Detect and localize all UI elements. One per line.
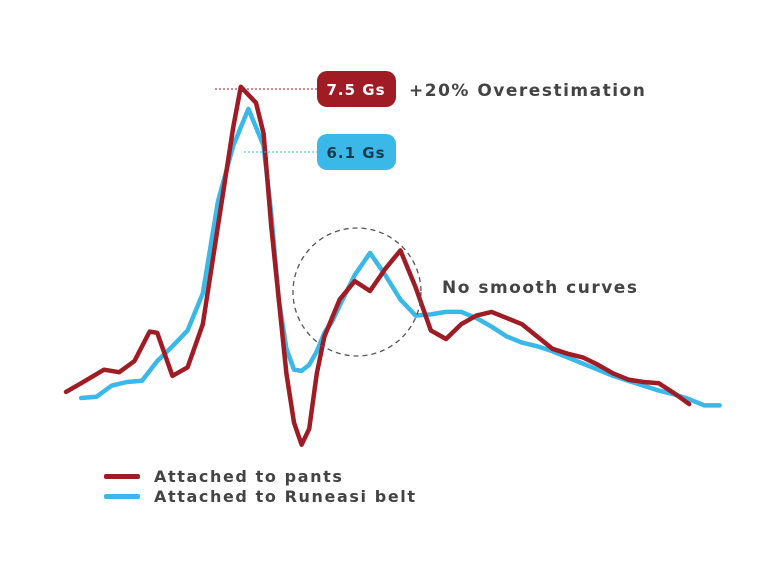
series-line-belt	[78, 106, 722, 408]
series-line-pants	[63, 84, 692, 447]
legend-item-belt: Attached to Runeasi belt	[104, 486, 417, 506]
legend-swatch-pants	[104, 473, 140, 479]
pants-peak-value: 7.5 Gs	[326, 81, 385, 99]
pants-peak-badge: 7.5 Gs	[317, 71, 396, 107]
overestimation-label: +20% Overestimation	[409, 81, 646, 101]
belt-peak-badge: 6.1 Gs	[317, 134, 396, 170]
legend: Attached to pants Attached to Runeasi be…	[104, 466, 417, 506]
legend-swatch-belt	[104, 493, 140, 499]
belt-peak-value: 6.1 Gs	[326, 144, 385, 162]
smooth-curves-note: No smooth curves	[442, 278, 638, 298]
highlight-circle	[292, 227, 422, 357]
legend-item-pants: Attached to pants	[104, 466, 417, 486]
legend-label-pants: Attached to pants	[154, 466, 344, 486]
legend-label-belt: Attached to Runeasi belt	[154, 486, 417, 506]
